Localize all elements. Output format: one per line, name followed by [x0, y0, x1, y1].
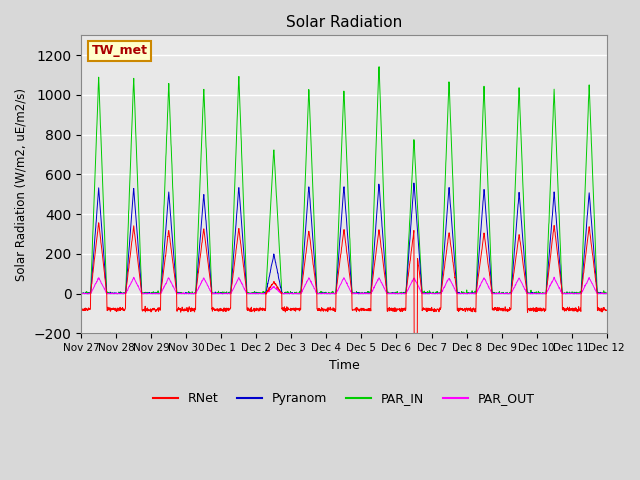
PAR_OUT [359, 290, 367, 296]
Pyranom [224, 291, 232, 297]
Y-axis label: Solar Radiation (W/m2, uE/m2/s): Solar Radiation (W/m2, uE/m2/s) [15, 88, 28, 281]
Text: TW_met: TW_met [92, 44, 148, 57]
RNet [224, 306, 232, 312]
PAR_OUT [224, 291, 232, 297]
PAR_OUT [572, 291, 579, 297]
Line: Pyranom: Pyranom [81, 183, 607, 294]
Legend: RNet, Pyranom, PAR_IN, PAR_OUT: RNet, Pyranom, PAR_IN, PAR_OUT [148, 387, 540, 410]
Line: RNet: RNet [81, 223, 607, 334]
Pyranom [410, 180, 418, 186]
PAR_IN [77, 291, 85, 297]
PAR_IN [497, 290, 505, 296]
RNet [603, 307, 611, 313]
Line: PAR_OUT: PAR_OUT [81, 277, 607, 294]
X-axis label: Time: Time [328, 359, 359, 372]
PAR_IN [371, 189, 378, 194]
Pyranom [497, 290, 505, 296]
RNet [557, 278, 564, 284]
Line: PAR_IN: PAR_IN [81, 67, 607, 294]
PAR_OUT [497, 290, 504, 296]
Pyranom [359, 290, 367, 296]
Pyranom [557, 273, 564, 279]
RNet [572, 305, 579, 311]
Pyranom [371, 241, 378, 247]
PAR_IN [557, 251, 564, 257]
RNet [359, 305, 367, 311]
PAR_IN [375, 64, 383, 70]
PAR_OUT [603, 291, 611, 297]
RNet [95, 220, 102, 226]
PAR_OUT [371, 283, 378, 289]
RNet [410, 331, 418, 336]
Pyranom [603, 290, 611, 296]
RNet [77, 307, 85, 313]
PAR_IN [77, 289, 85, 295]
RNet [497, 307, 505, 313]
Pyranom [572, 291, 579, 297]
PAR_IN [572, 290, 579, 296]
PAR_OUT [550, 275, 558, 280]
Title: Solar Radiation: Solar Radiation [286, 15, 402, 30]
PAR_IN [603, 291, 611, 297]
PAR_IN [359, 291, 367, 297]
Pyranom [77, 290, 85, 296]
RNet [371, 262, 378, 268]
PAR_OUT [557, 288, 564, 293]
Pyranom [77, 291, 85, 297]
PAR_OUT [78, 291, 86, 297]
PAR_OUT [77, 290, 85, 296]
PAR_IN [224, 291, 232, 297]
